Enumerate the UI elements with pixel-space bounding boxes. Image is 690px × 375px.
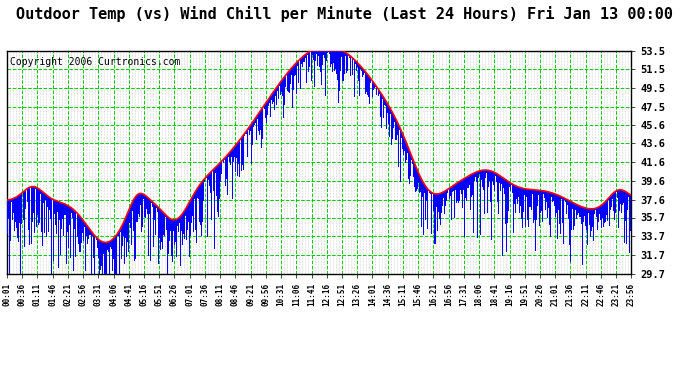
Text: Outdoor Temp (vs) Wind Chill per Minute (Last 24 Hours) Fri Jan 13 00:00: Outdoor Temp (vs) Wind Chill per Minute … (17, 6, 673, 22)
Text: Copyright 2006 Curtronics.com: Copyright 2006 Curtronics.com (10, 57, 180, 68)
